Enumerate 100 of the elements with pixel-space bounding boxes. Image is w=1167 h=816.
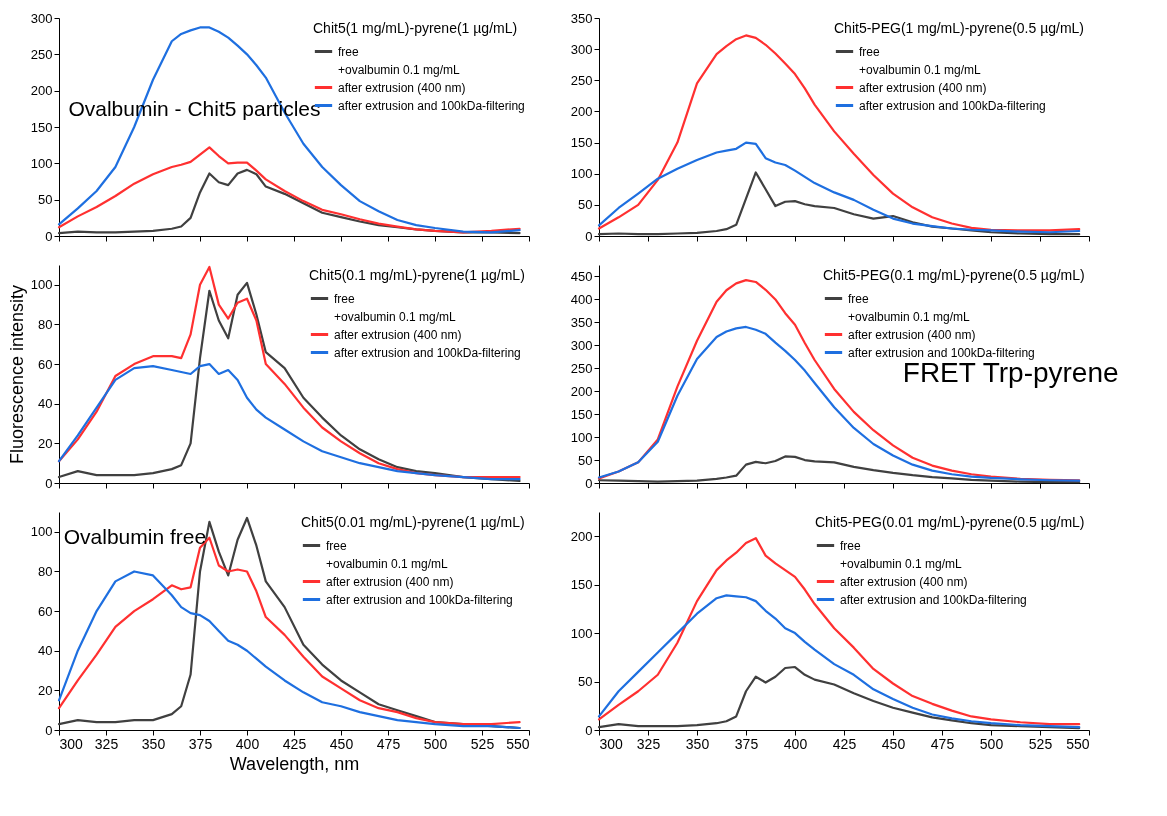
line-series bbox=[57, 362, 521, 481]
annotation: +ovalbumin 0.1 mg/mL bbox=[334, 309, 457, 324]
y-tick-label: 100 bbox=[570, 625, 593, 641]
y-tick-label: 50 bbox=[578, 197, 593, 213]
y-tick-label: 0 bbox=[585, 722, 593, 738]
y-tick-label: 300 bbox=[570, 41, 593, 57]
legend-title: Chit5-PEG(0.01 mg/mL)-pyrene(0.5 µg/mL) bbox=[815, 514, 1085, 530]
y-tick-label: 0 bbox=[585, 228, 593, 244]
line-series bbox=[57, 146, 521, 234]
x-tick-label: 400 bbox=[235, 735, 260, 752]
legend-label: free bbox=[859, 44, 880, 59]
legend-label: free bbox=[848, 291, 869, 306]
legend-label: after extrusion and 100kDa-filtering bbox=[840, 592, 1027, 607]
y-tick-label: 40 bbox=[38, 396, 53, 412]
y-tick-label: 60 bbox=[38, 603, 53, 619]
y-tick-label: 450 bbox=[570, 268, 593, 284]
legend-label: free bbox=[334, 291, 355, 306]
legend-label: after extrusion (400 nm) bbox=[859, 80, 987, 95]
y-tick-label: 150 bbox=[30, 119, 53, 135]
x-tick-label: 525 bbox=[470, 735, 495, 752]
annotation: +ovalbumin 0.1 mg/mL bbox=[859, 62, 982, 77]
legend-title: Chit5(1 mg/mL)-pyrene(1 µg/mL) bbox=[313, 20, 518, 36]
y-tick-label: 60 bbox=[38, 356, 53, 372]
legend-label: free bbox=[326, 538, 347, 553]
y-tick-label: 40 bbox=[38, 643, 53, 659]
x-tick-label: 425 bbox=[832, 735, 857, 752]
y-tick-label: 80 bbox=[38, 316, 53, 332]
legend-label: after extrusion and 100kDa-filtering bbox=[848, 345, 1035, 360]
y-tick-label: 100 bbox=[570, 166, 593, 182]
line-series bbox=[597, 171, 1081, 236]
line-series bbox=[597, 537, 1081, 726]
y-tick-label: 350 bbox=[570, 10, 593, 26]
annotation: +ovalbumin 0.1 mg/mL bbox=[326, 556, 449, 571]
x-tick-label: 325 bbox=[94, 735, 119, 752]
legend-label: free bbox=[840, 538, 861, 553]
x-tick-label: 450 bbox=[329, 735, 354, 752]
y-tick-label: 0 bbox=[45, 722, 53, 738]
y-tick-label: 400 bbox=[570, 291, 593, 307]
y-tick-label: 50 bbox=[578, 674, 593, 690]
y-tick-label: 250 bbox=[30, 46, 53, 62]
line-series bbox=[597, 455, 1081, 484]
legend-title: Chit5(0.01 mg/mL)-pyrene(1 µg/mL) bbox=[301, 514, 525, 530]
y-tick-label: 50 bbox=[38, 192, 53, 208]
x-tick-label: 525 bbox=[1028, 735, 1053, 752]
annotation: +ovalbumin 0.1 mg/mL bbox=[848, 309, 971, 324]
legend-label: after extrusion and 100kDa-filtering bbox=[334, 345, 521, 360]
y-tick-label: 100 bbox=[570, 429, 593, 445]
legend-label: after extrusion (400 nm) bbox=[840, 574, 968, 589]
legend-title: Chit5-PEG(0.1 mg/mL)-pyrene(0.5 µg/mL) bbox=[823, 267, 1085, 283]
legend-label: after extrusion (400 nm) bbox=[326, 574, 454, 589]
x-tick-label: 550 bbox=[506, 735, 530, 752]
y-tick-label: 200 bbox=[570, 103, 593, 119]
y-axis-title: Fluorescence intensity bbox=[6, 284, 27, 465]
legend-label: free bbox=[338, 44, 359, 59]
y-tick-label: 200 bbox=[30, 83, 53, 99]
y-tick-label: 150 bbox=[570, 577, 593, 593]
x-tick-label: 550 bbox=[1066, 735, 1090, 752]
y-tick-label: 0 bbox=[45, 475, 53, 491]
legend-label: after extrusion (400 nm) bbox=[338, 80, 466, 95]
x-tick-label: 325 bbox=[636, 735, 661, 752]
line-series bbox=[597, 594, 1081, 729]
x-tick-label: 500 bbox=[979, 735, 1004, 752]
y-tick-label: 100 bbox=[30, 524, 53, 540]
line-series bbox=[57, 570, 521, 730]
x-tick-label: 375 bbox=[734, 735, 759, 752]
y-tick-label: 300 bbox=[30, 10, 53, 26]
y-tick-label: 200 bbox=[570, 383, 593, 399]
x-axis-title: Wavelength, nm bbox=[229, 753, 360, 774]
legend-label: after extrusion (400 nm) bbox=[334, 327, 462, 342]
y-tick-label: 350 bbox=[570, 314, 593, 330]
line-series bbox=[597, 34, 1081, 232]
y-tick-label: 80 bbox=[38, 563, 53, 579]
annotation: +ovalbumin 0.1 mg/mL bbox=[840, 556, 963, 571]
x-tick-label: 350 bbox=[685, 735, 710, 752]
x-tick-label: 300 bbox=[59, 735, 84, 752]
y-tick-label: 150 bbox=[570, 406, 593, 422]
y-tick-label: 250 bbox=[570, 72, 593, 88]
x-tick-label: 400 bbox=[783, 735, 808, 752]
legend-label: after extrusion and 100kDa-filtering bbox=[859, 98, 1046, 113]
line-series bbox=[597, 665, 1081, 730]
x-tick-label: 475 bbox=[376, 735, 401, 752]
y-tick-label: 0 bbox=[585, 475, 593, 491]
y-tick-label: 20 bbox=[38, 435, 53, 451]
x-tick-label: 350 bbox=[141, 735, 166, 752]
x-tick-label: 500 bbox=[423, 735, 448, 752]
y-tick-label: 0 bbox=[45, 228, 53, 244]
y-tick-label: 200 bbox=[570, 528, 593, 544]
y-tick-label: 20 bbox=[38, 682, 53, 698]
x-tick-label: 425 bbox=[282, 735, 307, 752]
x-tick-label: 450 bbox=[881, 735, 906, 752]
y-tick-label: 50 bbox=[578, 452, 593, 468]
x-tick-label: 475 bbox=[930, 735, 955, 752]
legend-label: after extrusion and 100kDa-filtering bbox=[338, 98, 525, 113]
legend-label: after extrusion and 100kDa-filtering bbox=[326, 592, 513, 607]
y-tick-label: 250 bbox=[570, 360, 593, 376]
y-tick-label: 150 bbox=[570, 135, 593, 151]
y-tick-label: 100 bbox=[30, 277, 53, 293]
legend-title: Chit5(0.1 mg/mL)-pyrene(1 µg/mL) bbox=[309, 267, 525, 283]
annotation: +ovalbumin 0.1 mg/mL bbox=[338, 62, 461, 77]
y-tick-label: 300 bbox=[570, 337, 593, 353]
